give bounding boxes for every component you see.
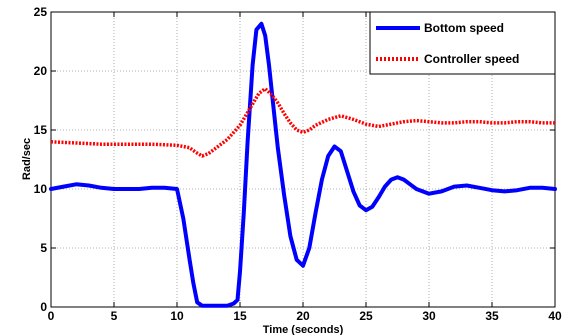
x-tick-label: 20 <box>296 309 310 323</box>
x-tick-label: 30 <box>422 309 436 323</box>
x-tick-label: 0 <box>48 309 55 323</box>
y-tick-label: 0 <box>40 300 47 314</box>
y-tick-label: 20 <box>34 64 48 78</box>
x-tick-label: 40 <box>548 309 562 323</box>
y-axis-title: Rad/sec <box>21 138 33 180</box>
x-tick-label: 5 <box>111 309 118 323</box>
legend-box <box>369 11 556 75</box>
x-tick-label: 35 <box>485 309 499 323</box>
tick-labels: 0 5 10 15 20 25 0 5 10 15 20 25 30 35 40 <box>34 5 562 323</box>
x-tick-label: 10 <box>170 309 184 323</box>
x-tick-label: 15 <box>233 309 247 323</box>
y-tick-label: 10 <box>34 182 48 196</box>
legend-label-bottom-speed: Bottom speed <box>424 21 504 35</box>
series-line-controller-speed <box>50 86 555 158</box>
plot-frame <box>50 11 556 308</box>
series-line-bottom-speed <box>49 21 557 308</box>
y-tick-label: 15 <box>34 123 48 137</box>
x-tick-label: 25 <box>359 309 373 323</box>
series-group <box>49 21 557 308</box>
legend: Bottom speed Controller speed <box>369 11 556 75</box>
x-axis-title: Time (seconds) <box>263 324 344 335</box>
y-tick-label: 5 <box>40 241 47 255</box>
y-tick-label: 25 <box>34 5 48 19</box>
legend-label-controller-speed: Controller speed <box>424 52 519 66</box>
